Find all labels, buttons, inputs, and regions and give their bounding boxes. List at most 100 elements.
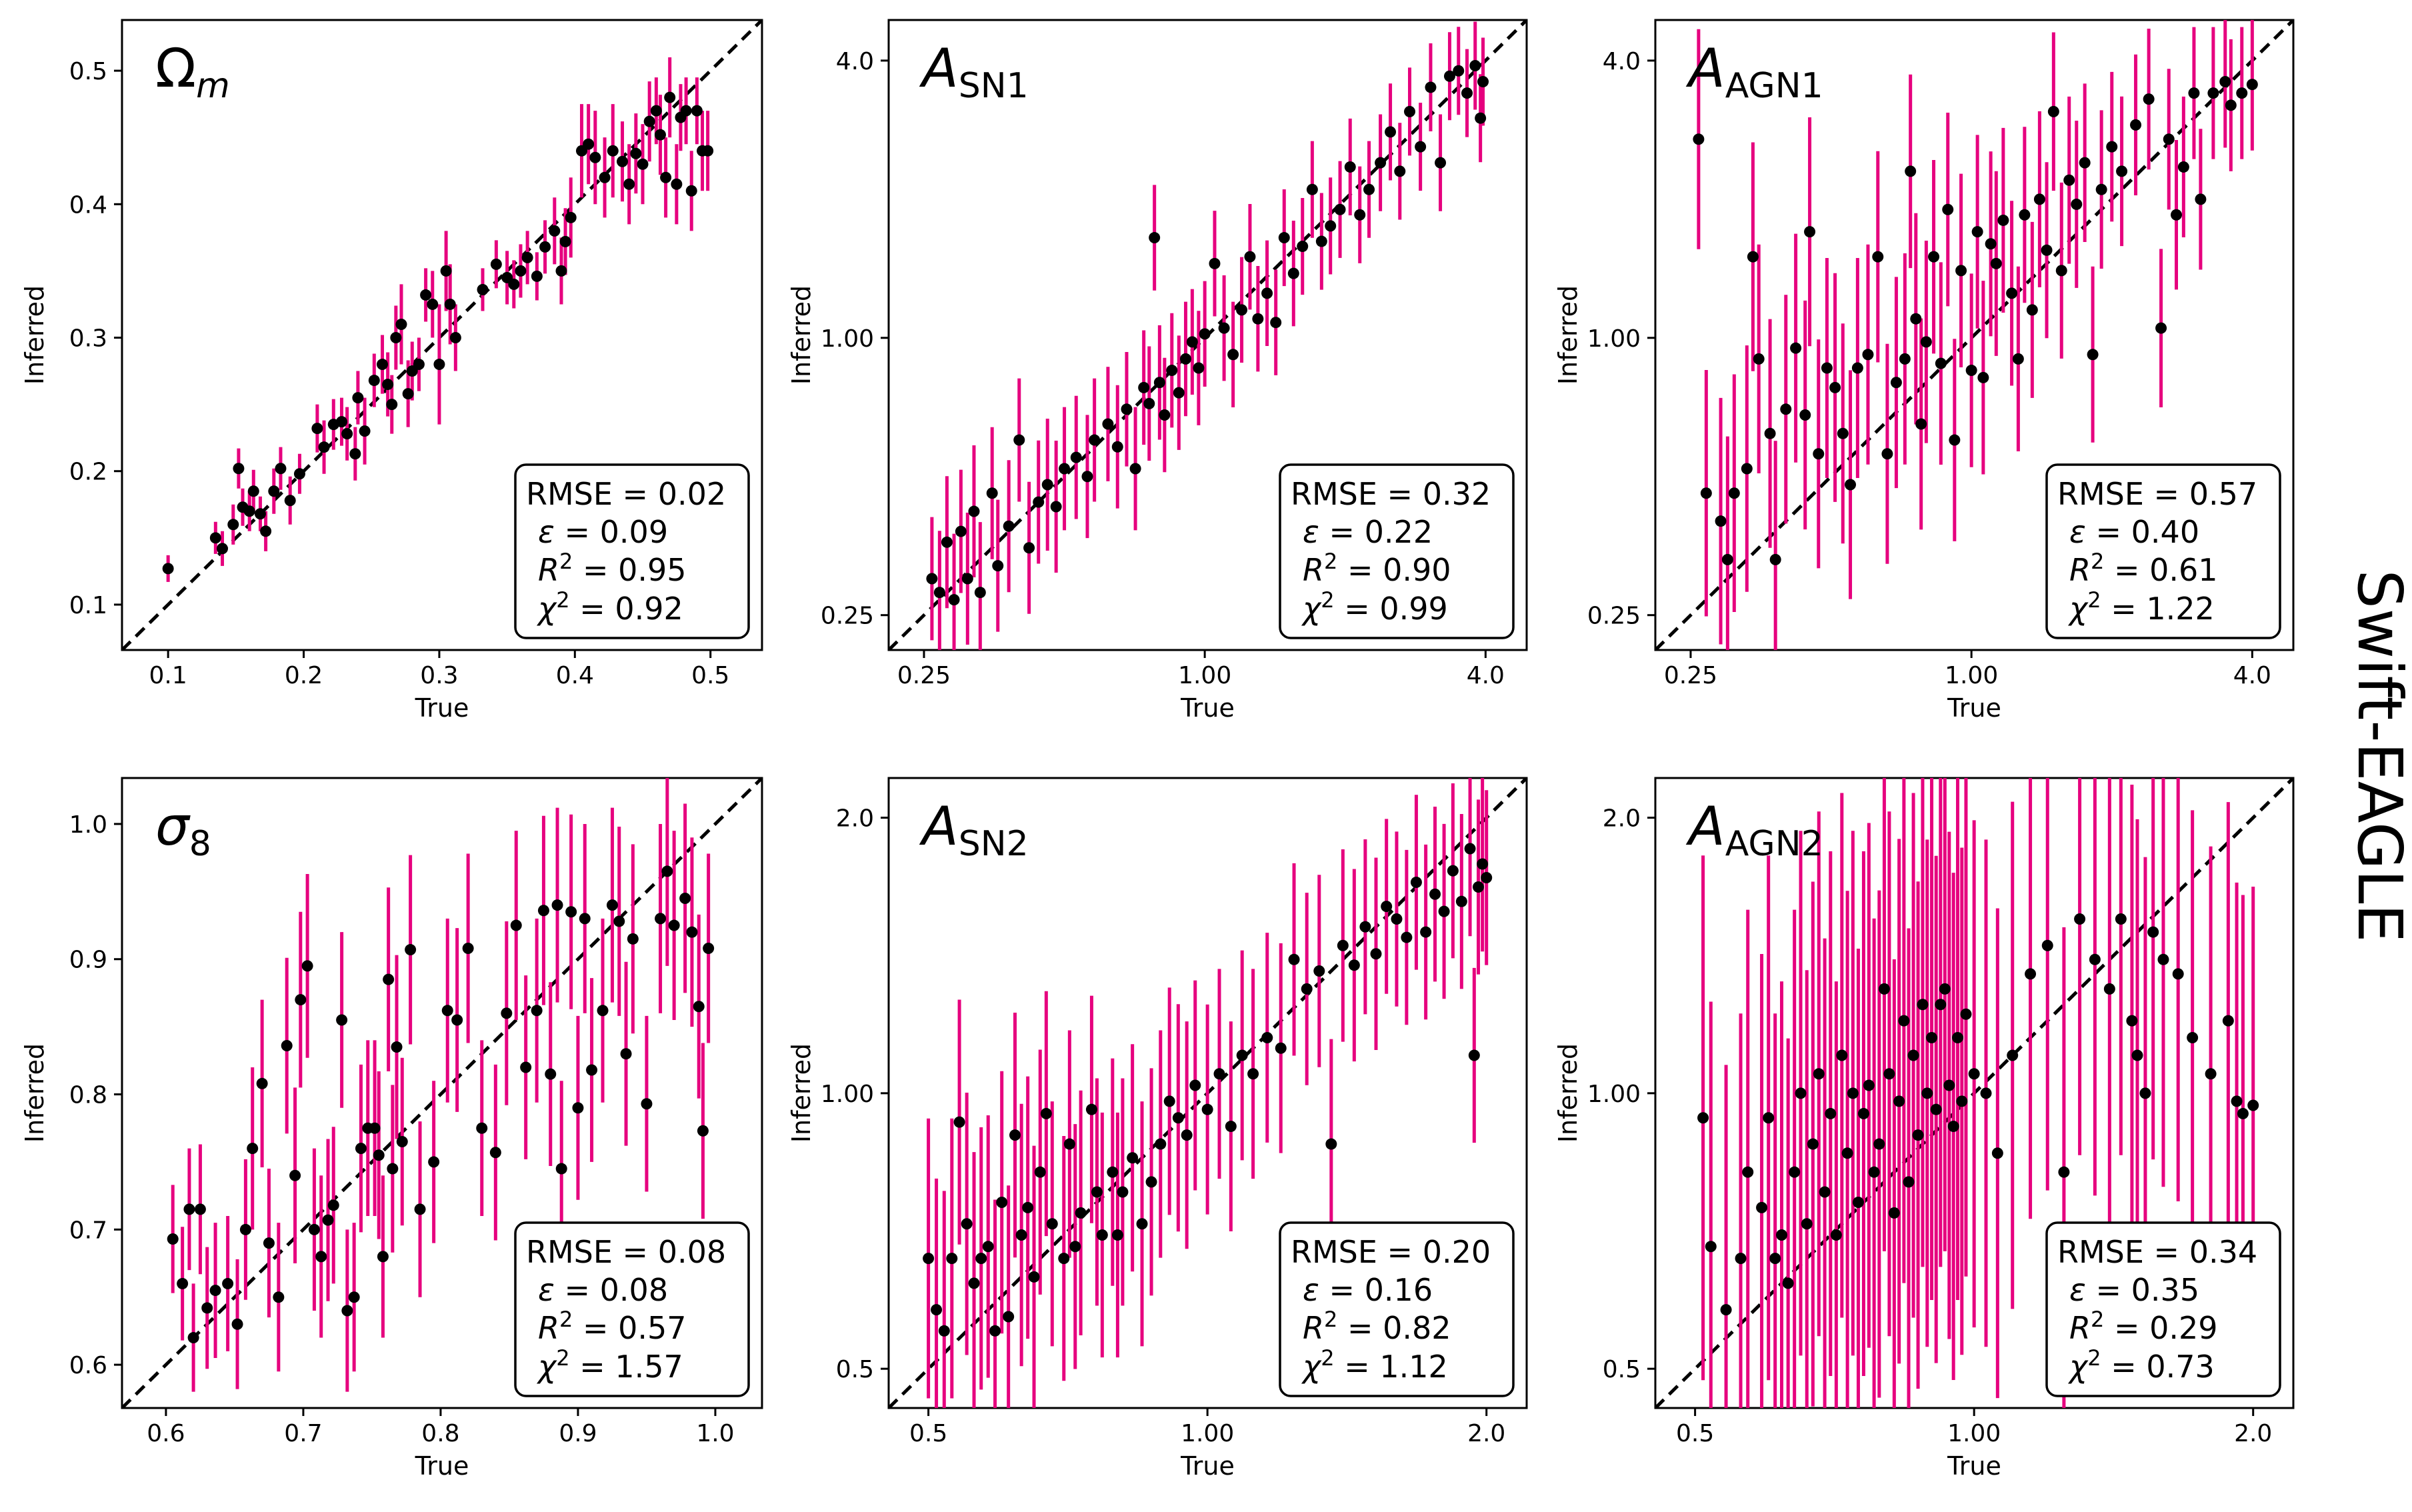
data-point [923,1253,935,1265]
stat-epsilon: ε = 0.09 [538,514,668,550]
data-point [2207,87,2219,99]
data-point [1009,1129,1021,1141]
data-point [1799,409,1811,421]
point-series [923,843,1493,1337]
data-point [167,1233,179,1245]
data-point [1136,1218,1148,1230]
data-point [2237,1107,2249,1119]
data-point [1107,1166,1119,1178]
data-point [551,899,563,911]
panel-5: 0.5 1.00 2.0 0.5 1.00 2.0 True Inferred ASN2 RMSE… [787,777,1528,1481]
data-point [989,1325,1001,1337]
data-point [1069,1241,1081,1253]
panel-3: 0.25 1.00 4.0 0.25 1.00 4.0 True Inferred AAGN1 R… [1553,19,2295,723]
data-point [637,158,649,170]
point-series [167,865,715,1344]
x-tick-label: 0.5 [1676,1420,1714,1447]
data-point [968,1277,980,1289]
data-point [289,1169,301,1181]
data-point [2055,265,2067,277]
data-point [1213,1068,1225,1080]
data-point [1477,75,1489,87]
data-point [565,906,577,918]
data-point [2033,193,2045,205]
data-point [661,865,673,877]
data-point [1420,926,1432,938]
data-point [1359,921,1371,933]
data-point [1790,342,1802,354]
data-point [2041,939,2053,951]
data-point [1461,87,1473,99]
stat-r2: R2 = 0.61 [2069,549,2218,588]
panel-title: σ8 [155,795,211,864]
data-point [607,145,619,157]
data-point [545,1068,557,1080]
data-point [1252,313,1264,325]
data-point [1468,1049,1480,1061]
data-point [1782,1277,1794,1289]
data-point [565,211,577,223]
data-point [1247,1068,1259,1080]
data-point [308,1223,320,1235]
panel-title: ASN1 [919,37,1029,106]
data-point [451,1014,463,1026]
data-point [1275,1042,1287,1054]
data-point [2205,1068,2217,1080]
data-point [679,892,691,904]
data-point [2012,353,2024,365]
stat-chi2: χ2 = 1.57 [536,1345,683,1385]
data-point [201,1302,213,1314]
data-point [1890,377,1902,389]
y-tick-label: 0.4 [69,191,107,219]
data-point [420,289,432,301]
data-point [231,1318,243,1330]
y-tick-label: 4.0 [836,48,874,75]
data-point [1173,387,1185,399]
data-point [1244,251,1256,263]
x-tick-label: 1.00 [1945,662,1998,689]
data-point [2007,1049,2019,1061]
x-tick-label: 4.0 [2233,662,2271,689]
data-point [531,270,543,282]
data-point [1189,1079,1201,1091]
data-point [2026,304,2038,316]
identity-line [122,20,762,650]
data-point [441,1005,453,1017]
data-point [1763,1112,1775,1124]
stats-box-frame [514,1221,750,1397]
data-point [599,171,611,183]
x-axis-label: True [1180,693,1235,723]
point-series [1693,75,2258,565]
data-point [691,105,703,117]
data-point [1435,157,1447,169]
data-point [1862,349,1874,361]
stats-box-frame [1279,463,1515,639]
x-tick-label: 0.1 [149,662,187,689]
data-point [2246,79,2258,91]
data-point [368,375,380,387]
data-point [295,994,307,1006]
data-point [1917,999,1929,1011]
data-point [382,379,394,391]
data-point [1301,983,1313,995]
data-point [1830,1229,1842,1241]
data-point [1807,1138,1819,1150]
data-point [1236,304,1248,316]
data-point [1287,267,1299,279]
data-point [1034,1166,1046,1178]
data-point [391,1041,403,1053]
y-tick-label: 0.25 [1587,603,1641,630]
data-point [2047,105,2059,117]
stat-epsilon: ε = 0.40 [2069,514,2199,550]
data-point [1325,220,1337,232]
x-axis-label: True [1947,1451,2001,1481]
axes-frame [887,19,1528,651]
y-tick-label: 0.5 [1603,1356,1641,1383]
data-point [1939,983,1951,995]
data-point [1117,1186,1129,1198]
data-point [975,1253,987,1265]
data-point [1477,858,1489,870]
data-point [1942,203,1954,215]
data-point [1003,1311,1015,1323]
